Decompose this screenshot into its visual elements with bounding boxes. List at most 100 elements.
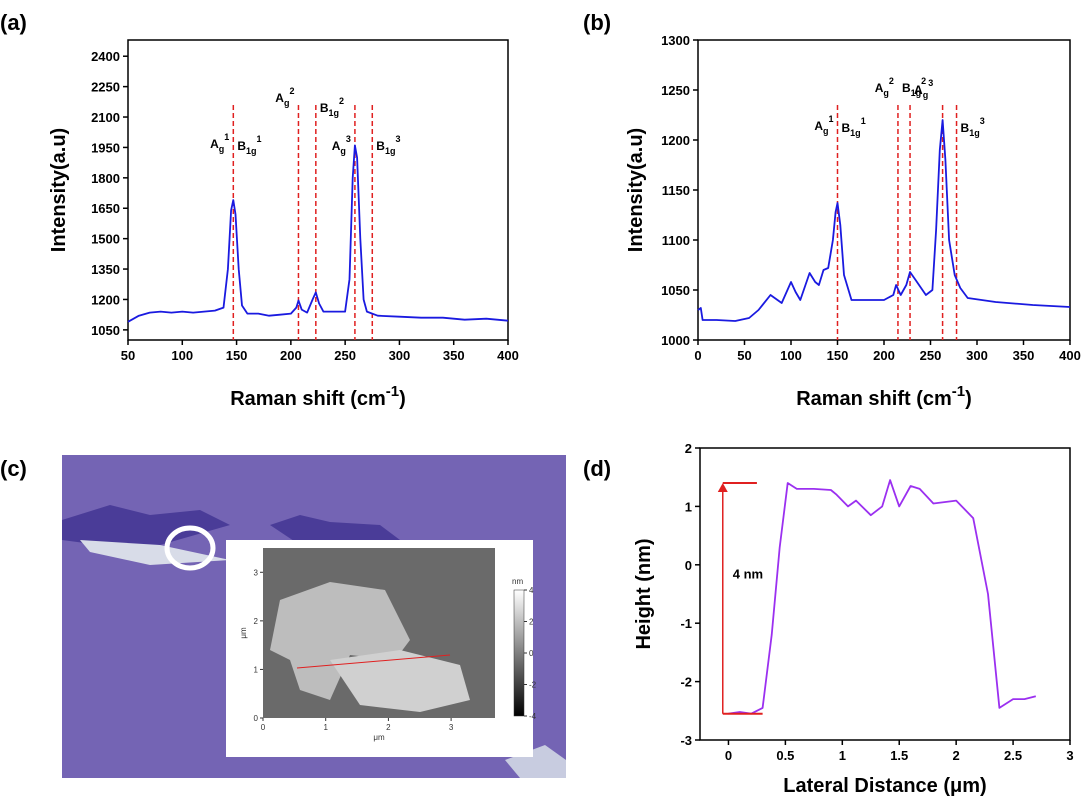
y-tick-label: 1150 [662, 183, 690, 198]
x-axis-label-sup: -1 [952, 383, 965, 400]
x-tick-label: 150 [226, 348, 248, 363]
peak-label: B1g 2 [902, 76, 926, 98]
colorbar-tick-label: 4 [529, 586, 534, 595]
y-tick-label: 1300 [661, 33, 690, 48]
peak-label-sup: 1 [828, 114, 833, 124]
inset-x-tick-label: 0 [261, 723, 266, 732]
x-tick-label: 300 [966, 348, 988, 363]
x-tick-label: 0 [725, 748, 732, 763]
peak-label-base: A [275, 91, 284, 105]
x-tick-label: 400 [1059, 348, 1081, 363]
y-tick-label: 1050 [661, 283, 690, 298]
inset-y-label: μm [239, 627, 248, 639]
x-tick-label: 400 [497, 348, 519, 363]
peak-label-sub: g [823, 126, 829, 136]
x-axis-label: Raman shift (cm-1) [230, 383, 406, 410]
peak-label-sub: 1g [850, 128, 861, 138]
x-tick-label: 0 [694, 348, 701, 363]
x-tick-label: 50 [737, 348, 751, 363]
y-tick-label: 0 [685, 558, 692, 573]
colorbar-label: nm [512, 577, 523, 586]
peak-label-sub: 1g [911, 88, 922, 98]
inset-y-tick-label: 3 [254, 568, 259, 577]
data-line [728, 479, 1037, 715]
x-tick-label: 100 [780, 348, 802, 363]
x-tick-label: 300 [389, 348, 411, 363]
peak-label-sup: 3 [928, 78, 933, 88]
y-tick-label: -2 [680, 675, 692, 690]
peak-label-base: B [842, 121, 851, 135]
x-tick-label: 150 [827, 348, 849, 363]
y-tick-label: 2400 [91, 49, 120, 64]
peak-label-base: A [814, 119, 823, 133]
x-tick-label: 200 [873, 348, 895, 363]
inset-x-tick-label: 3 [449, 723, 454, 732]
y-tick-label: 1100 [662, 233, 690, 248]
data-line [697, 119, 1071, 322]
peak-label-sub: 1g [969, 128, 980, 138]
y-tick-label: 1950 [91, 140, 120, 155]
x-tick-label: 250 [334, 348, 356, 363]
colorbar [513, 589, 525, 717]
x-tick-label: 1.5 [890, 748, 908, 763]
flake [270, 515, 400, 545]
plot-frame [697, 39, 1071, 341]
peak-label: Ag 1 [814, 114, 833, 136]
afm-flake [330, 650, 470, 712]
peak-label-sup: 1 [861, 116, 866, 126]
peak-label-base: A [914, 83, 923, 97]
x-tick-label: 100 [171, 348, 193, 363]
panel-label: (d) [583, 456, 611, 481]
panel-label: (a) [0, 10, 27, 35]
peak-label-sub: 1g [329, 108, 340, 118]
y-tick-label: 1 [685, 499, 692, 514]
inset-x-label: μm [373, 733, 385, 742]
profile-line [296, 654, 451, 669]
x-tick-label: 2.5 [1004, 748, 1022, 763]
peak-label: Ag 1 [210, 132, 229, 154]
peak-label-sub: g [883, 88, 889, 98]
peak-label-sup: 1 [257, 134, 262, 144]
peak-label-sup: 3 [980, 116, 985, 126]
x-axis-label-tail: ) [965, 388, 972, 410]
peak-label: B1g 3 [376, 134, 400, 156]
annotation-text: 4 nm [733, 566, 763, 581]
inset-x-tick-label: 1 [323, 723, 328, 732]
y-tick-label: 1200 [661, 133, 690, 148]
peak-label-base: B [902, 81, 911, 95]
plot-frame [699, 447, 1071, 741]
y-tick-label: 1050 [91, 323, 120, 338]
peak-label-base: B [376, 139, 385, 153]
inset-y-tick-label: 2 [254, 617, 259, 626]
panel-label: (b) [583, 10, 611, 35]
panel-label: (c) [0, 456, 27, 481]
plot-frame [127, 39, 509, 341]
afm-flake [270, 582, 410, 700]
y-tick-label: -3 [680, 733, 692, 748]
y-tick-label: 1650 [91, 201, 120, 216]
peak-label-sub: 1g [246, 146, 257, 156]
y-tick-label: -1 [680, 616, 692, 631]
peak-label-base: A [210, 137, 219, 151]
peak-label: Ag2 [875, 76, 894, 98]
x-axis-label-text: Raman shift (cm [796, 388, 952, 410]
peak-label-base: A [875, 81, 884, 95]
y-tick-label: 2250 [91, 80, 120, 95]
peak-label-sup: 3 [346, 134, 351, 144]
afm-inset: 0 1 2 3 0 1 2 3 μm μm nm 4 2 0 -2 -4 [226, 540, 537, 757]
peak-label: B1g1 [237, 134, 261, 156]
peak-label-base: B [320, 101, 329, 115]
flake-edge [80, 540, 230, 565]
peak-label: Ag 3 [914, 78, 933, 100]
y-tick-label: 1800 [91, 171, 120, 186]
x-axis-label: Raman shift (cm-1) [796, 383, 972, 410]
x-axis-label-sup: -1 [386, 383, 399, 400]
x-tick-label: 0.5 [776, 748, 794, 763]
highlight-circle [164, 525, 216, 571]
peak-label: B1g 2 [320, 96, 344, 118]
colorbar-tick-label: 0 [529, 649, 534, 658]
data-line [127, 144, 509, 323]
x-tick-label: 200 [280, 348, 302, 363]
peak-label-sup: 2 [921, 76, 926, 86]
y-tick-label: 1200 [91, 292, 120, 307]
